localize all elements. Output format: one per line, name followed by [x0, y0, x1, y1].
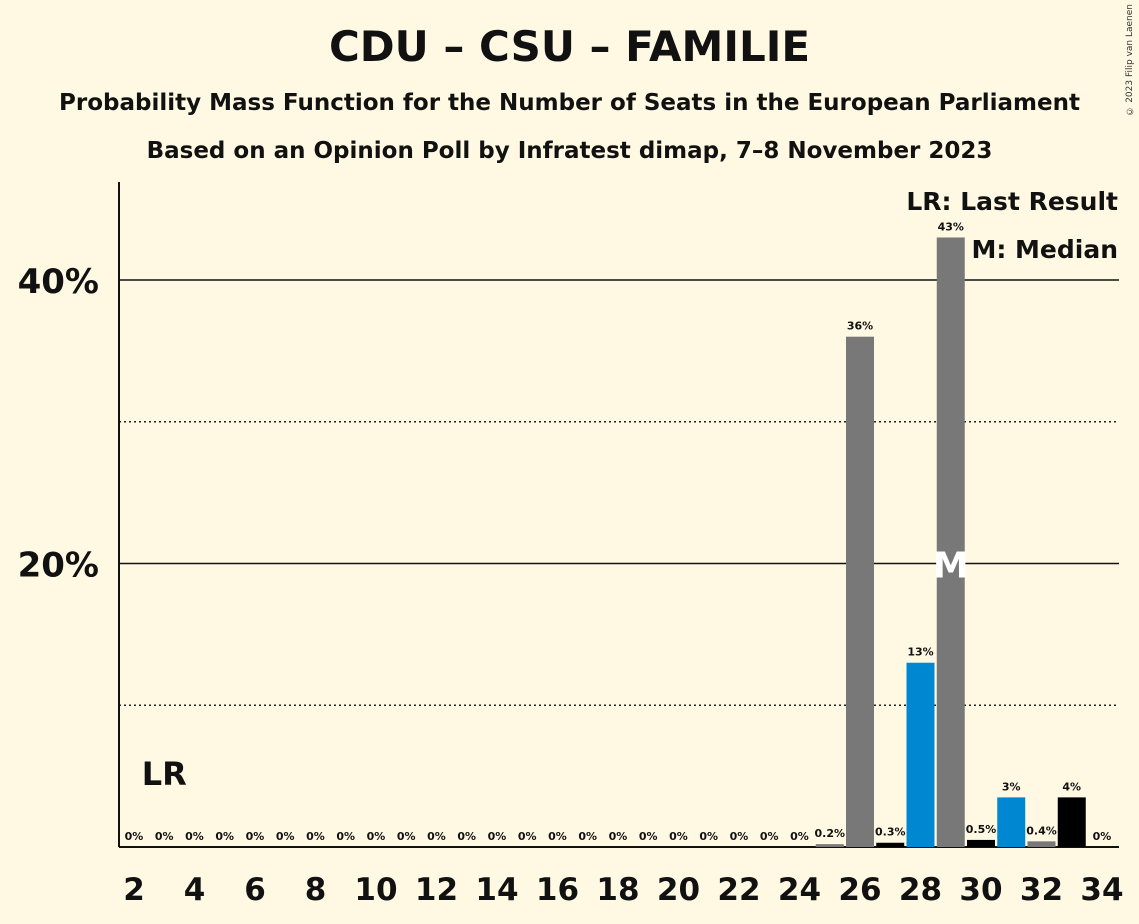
legend-background: [965, 233, 1120, 266]
x-tick-label: 16: [536, 872, 579, 908]
value-label-seat-15: 0%: [518, 830, 537, 843]
value-label-seat-30: 0.5%: [966, 823, 997, 836]
x-tick-label: 18: [596, 872, 639, 908]
value-label-seat-14: 0%: [488, 830, 507, 843]
value-label-seat-12: 0%: [427, 830, 446, 843]
value-label-seat-3: 0%: [155, 830, 174, 843]
value-label-seat-17: 0%: [578, 830, 597, 843]
value-label-seat-28: 13%: [907, 646, 933, 659]
x-tick-label: 22: [717, 872, 760, 908]
value-label-seat-19: 0%: [639, 830, 658, 843]
bar-seat-25: [815, 844, 844, 847]
y-tick-label: 20%: [18, 546, 99, 586]
value-label-seat-23: 0%: [760, 830, 779, 843]
x-tick-label: 30: [959, 872, 1002, 908]
x-tick-label: 24: [778, 872, 821, 908]
legend-background: [900, 185, 1121, 218]
value-label-seat-24: 0%: [790, 830, 809, 843]
bar-seat-31: [997, 797, 1026, 847]
value-label-seat-16: 0%: [548, 830, 567, 843]
x-tick-label: 32: [1020, 872, 1063, 908]
value-label-seat-6: 0%: [246, 830, 265, 843]
bar-seat-30: [967, 839, 995, 847]
value-label-seat-18: 0%: [609, 830, 628, 843]
legend-entry: LR: Last Result: [906, 187, 1118, 216]
value-label-seat-10: 0%: [367, 830, 386, 843]
bar-seat-28: [906, 662, 935, 847]
chart-title: CDU – CSU – FAMILIE: [328, 22, 811, 71]
value-label-seat-20: 0%: [669, 830, 688, 843]
value-label-seat-32: 0.4%: [1026, 824, 1057, 837]
value-label-seat-33: 4%: [1062, 780, 1081, 793]
value-label-seat-13: 0%: [457, 830, 476, 843]
x-tick-label: 26: [838, 872, 881, 908]
value-label-seat-21: 0%: [699, 830, 718, 843]
chart-source-line: Based on an Opinion Poll by Infratest di…: [146, 138, 993, 164]
value-label-seat-8: 0%: [306, 830, 325, 843]
value-label-seat-5: 0%: [215, 830, 234, 843]
median-marker: M: [933, 546, 969, 587]
bar-seat-27: [876, 842, 905, 847]
x-tick-label: 34: [1080, 872, 1123, 908]
x-tick-label: 10: [354, 872, 397, 908]
value-label-seat-4: 0%: [185, 830, 204, 843]
bar-seat-29: [936, 237, 965, 848]
x-tick-label: 28: [899, 872, 942, 908]
x-tick-label: 14: [475, 872, 518, 908]
value-label-seat-22: 0%: [730, 830, 749, 843]
x-tick-label: 4: [184, 872, 206, 908]
value-label-seat-9: 0%: [336, 830, 355, 843]
x-tick-label: 6: [244, 872, 266, 908]
bar-seat-33: [1057, 797, 1086, 847]
value-label-seat-7: 0%: [276, 830, 295, 843]
legend-entry: M: Median: [971, 235, 1118, 264]
value-label-seat-26: 36%: [847, 320, 873, 333]
x-tick-label: 2: [123, 872, 145, 908]
value-label-seat-2: 0%: [125, 830, 144, 843]
x-tick-label: 8: [305, 872, 327, 908]
value-label-seat-25: 0.2%: [814, 827, 845, 840]
value-label-seat-29: 43%: [938, 220, 964, 233]
bar-seat-26: [846, 336, 874, 847]
x-tick-label: 12: [415, 872, 458, 908]
value-label-seat-31: 3%: [1002, 780, 1021, 793]
value-label-seat-27: 0.3%: [875, 826, 906, 839]
chart-subtitle: Probability Mass Function for the Number…: [59, 90, 1080, 116]
x-tick-label: 20: [657, 872, 700, 908]
y-tick-label: 40%: [18, 262, 99, 302]
value-label-seat-34: 0%: [1093, 830, 1112, 843]
value-label-seat-11: 0%: [397, 830, 416, 843]
last-result-marker: LR: [142, 755, 187, 793]
bar-seat-32: [1027, 841, 1056, 847]
